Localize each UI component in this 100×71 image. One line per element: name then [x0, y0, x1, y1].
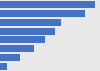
- Bar: [0, 10, 85, 17]
- Bar: [0, 1, 95, 8]
- Bar: [0, 54, 20, 61]
- Bar: [0, 63, 7, 70]
- Bar: [0, 28, 55, 35]
- Bar: [0, 45, 34, 52]
- Bar: [0, 19, 61, 26]
- Bar: [0, 36, 45, 43]
